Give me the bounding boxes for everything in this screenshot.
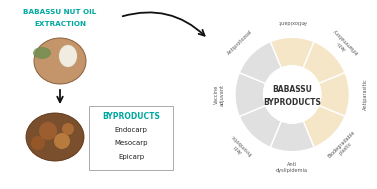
Circle shape [31, 136, 45, 150]
Text: Anti-
inflammatory: Anti- inflammatory [328, 27, 360, 59]
FancyBboxPatch shape [89, 106, 173, 170]
Text: Anti
dyslipidemia: Anti dyslipidemia [276, 162, 308, 173]
Text: Biodegradable
plastic: Biodegradable plastic [327, 129, 361, 163]
Text: Antiparasitic: Antiparasitic [363, 79, 368, 110]
Ellipse shape [26, 113, 84, 161]
Wedge shape [270, 37, 314, 68]
Text: Vaccine
adjuvant: Vaccine adjuvant [213, 84, 224, 105]
Text: Antioxidant: Antioxidant [278, 19, 307, 24]
Text: BABASSU: BABASSU [272, 85, 312, 94]
Text: BABASSU NUT OIL: BABASSU NUT OIL [23, 9, 97, 15]
Text: BYPRODUCTS: BYPRODUCTS [102, 112, 160, 121]
Wedge shape [239, 42, 281, 84]
Ellipse shape [34, 38, 86, 84]
Circle shape [264, 66, 321, 123]
Wedge shape [319, 73, 349, 116]
Ellipse shape [33, 47, 51, 59]
Text: BYPRODUCTS: BYPRODUCTS [263, 98, 321, 107]
Text: Epicarp: Epicarp [118, 154, 144, 160]
Circle shape [39, 122, 57, 140]
Circle shape [54, 133, 70, 149]
Wedge shape [239, 105, 281, 147]
Text: EXTRACTION: EXTRACTION [34, 21, 86, 27]
Text: Mesocarp: Mesocarp [114, 140, 148, 146]
Text: Antiprotozoal: Antiprotozoal [227, 29, 254, 56]
Wedge shape [303, 42, 345, 84]
Wedge shape [235, 73, 266, 116]
Text: Anti
thrombotic: Anti thrombotic [227, 133, 254, 160]
Ellipse shape [59, 45, 77, 67]
Circle shape [62, 123, 74, 135]
Wedge shape [270, 121, 314, 152]
Text: Endocarp: Endocarp [115, 127, 147, 133]
Wedge shape [303, 105, 345, 147]
